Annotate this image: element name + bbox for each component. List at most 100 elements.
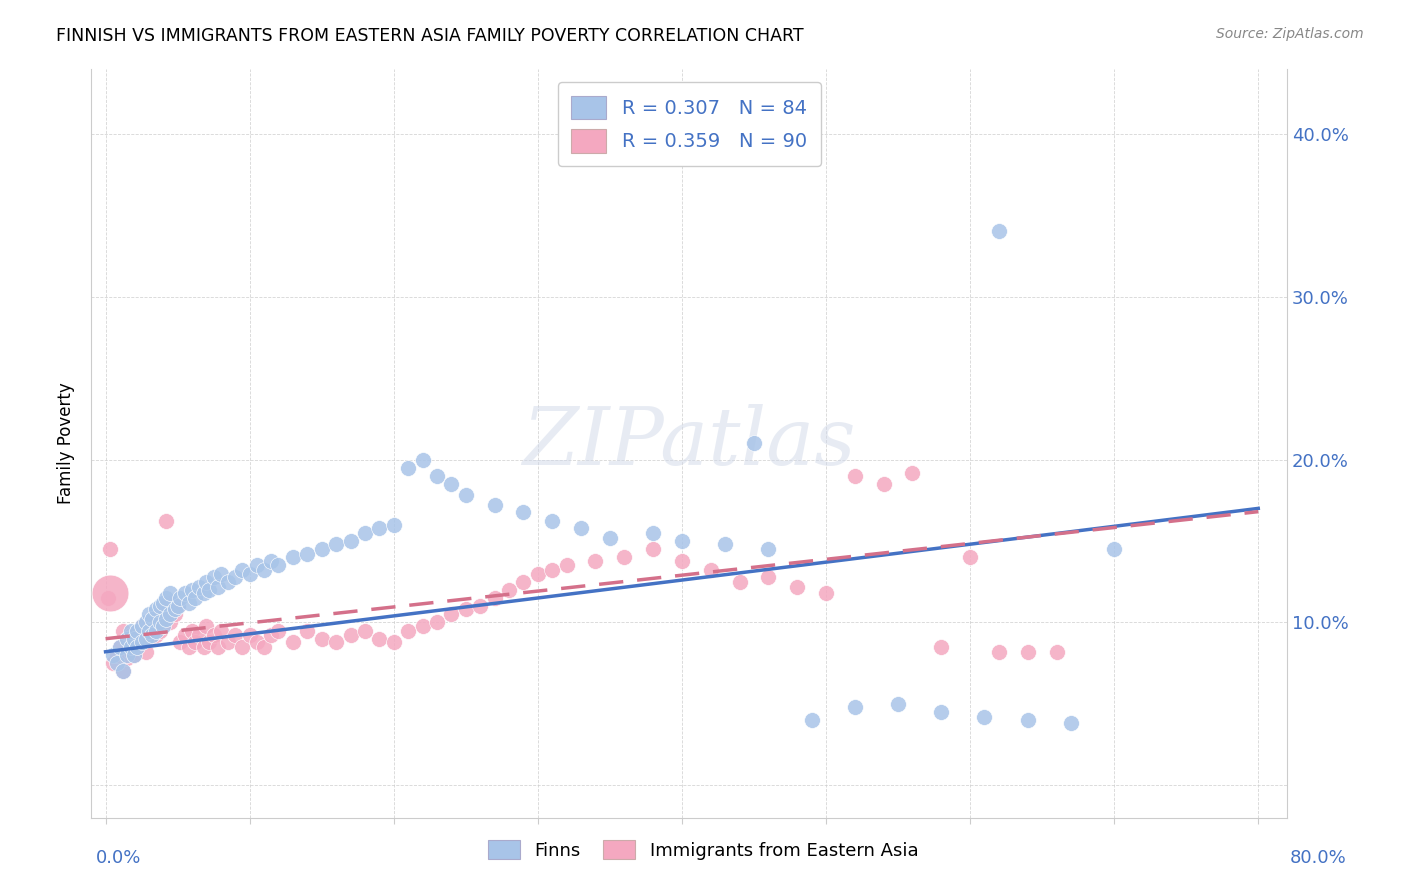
Point [149, 599, 172, 614]
Point [484, 498, 506, 512]
Point [202, 570, 225, 584]
Point [127, 640, 149, 654]
Point [224, 628, 246, 642]
Point [173, 586, 195, 600]
Point [138, 624, 160, 638]
Point [699, 563, 721, 577]
Point [135, 615, 157, 630]
Point [124, 628, 146, 642]
Text: 80.0%: 80.0% [1291, 849, 1347, 867]
Point [135, 632, 157, 646]
Point [959, 550, 981, 565]
Point [987, 224, 1010, 238]
Point [169, 591, 191, 605]
Point [412, 452, 434, 467]
Point [814, 586, 837, 600]
Point [195, 618, 218, 632]
Point [599, 531, 621, 545]
Point [260, 553, 283, 567]
Legend: R = 0.307   N = 84, R = 0.359   N = 90: R = 0.307 N = 84, R = 0.359 N = 90 [558, 82, 821, 167]
Point [470, 599, 492, 614]
Point [135, 628, 157, 642]
Point [267, 624, 290, 638]
Point [155, 612, 177, 626]
Point [209, 566, 232, 581]
Point [643, 542, 665, 557]
Point [311, 542, 333, 557]
Point [231, 563, 253, 577]
Point [115, 632, 138, 646]
Point [728, 574, 751, 589]
Point [163, 602, 186, 616]
Point [149, 607, 172, 622]
Point [101, 656, 124, 670]
Point [742, 436, 765, 450]
Point [101, 648, 124, 662]
Point [396, 624, 419, 638]
Text: Source: ZipAtlas.com: Source: ZipAtlas.com [1216, 27, 1364, 41]
Point [253, 640, 276, 654]
Point [224, 570, 246, 584]
Point [141, 624, 163, 638]
Point [231, 640, 253, 654]
Point [198, 582, 221, 597]
Point [193, 640, 215, 654]
Point [613, 550, 636, 565]
Point [202, 628, 225, 642]
Point [281, 635, 304, 649]
Text: 0.0%: 0.0% [96, 849, 141, 867]
Point [115, 648, 138, 662]
Point [412, 618, 434, 632]
Point [246, 635, 269, 649]
Point [131, 635, 153, 649]
Point [184, 591, 207, 605]
Point [145, 628, 167, 642]
Point [124, 648, 146, 662]
Point [155, 591, 177, 605]
Point [173, 628, 195, 642]
Point [108, 640, 131, 654]
Point [152, 618, 174, 632]
Point [121, 628, 143, 642]
Point [145, 624, 167, 638]
Point [426, 468, 449, 483]
Point [163, 607, 186, 622]
Point [217, 574, 239, 589]
Point [121, 645, 143, 659]
Point [354, 525, 377, 540]
Point [800, 713, 823, 727]
Point [756, 542, 779, 557]
Point [1017, 645, 1039, 659]
Point [149, 624, 172, 638]
Point [239, 628, 262, 642]
Point [426, 615, 449, 630]
Point [98, 542, 121, 557]
Point [396, 460, 419, 475]
Point [987, 645, 1010, 659]
Point [246, 558, 269, 573]
Text: ZIPatlas: ZIPatlas [523, 404, 856, 482]
Point [267, 558, 290, 573]
Point [145, 612, 167, 626]
Point [149, 615, 172, 630]
Point [141, 628, 163, 642]
Point [671, 553, 693, 567]
Point [166, 599, 188, 614]
Point [111, 665, 134, 679]
Point [325, 635, 347, 649]
Point [98, 586, 121, 600]
Point [179, 640, 201, 654]
Point [339, 628, 361, 642]
Point [207, 580, 229, 594]
Point [97, 591, 120, 605]
Point [368, 521, 391, 535]
Point [195, 574, 218, 589]
Point [141, 612, 163, 626]
Point [184, 635, 207, 649]
Point [1017, 713, 1039, 727]
Point [135, 645, 157, 659]
Point [155, 515, 177, 529]
Point [127, 624, 149, 638]
Point [973, 710, 995, 724]
Point [105, 648, 128, 662]
